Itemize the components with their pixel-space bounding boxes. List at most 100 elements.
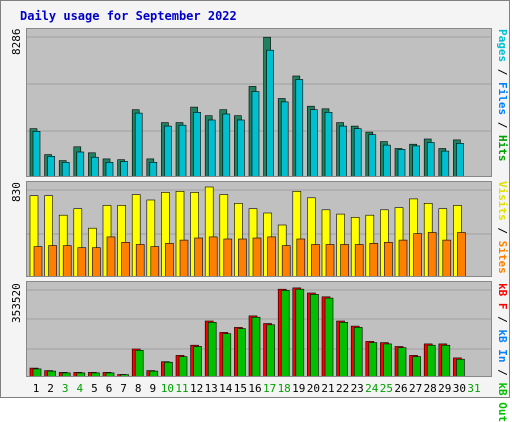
files-bar-23 bbox=[353, 128, 362, 176]
kbytes-legend-part-3: / bbox=[496, 362, 509, 383]
kb-out-bar-17 bbox=[266, 324, 275, 376]
files-bar-13 bbox=[207, 119, 216, 176]
sites-bar-9 bbox=[150, 246, 160, 276]
day-label-21: 21 bbox=[321, 382, 335, 395]
day-label-24: 24 bbox=[365, 382, 379, 395]
kb-out-bar-5 bbox=[91, 372, 100, 376]
hits-files-panel bbox=[26, 28, 492, 177]
visits-bar-19 bbox=[292, 191, 302, 276]
sites-bar-15 bbox=[238, 238, 247, 276]
day-label-30: 30 bbox=[452, 382, 467, 395]
day-label-7: 7 bbox=[120, 382, 127, 395]
kb-out-bar-19 bbox=[295, 288, 305, 376]
sites-bar-11 bbox=[179, 239, 189, 276]
kb-out-bar-30 bbox=[456, 358, 465, 376]
day-label-29: 29 bbox=[438, 382, 452, 395]
sites-bar-12 bbox=[194, 237, 203, 276]
files-bar-8 bbox=[134, 112, 143, 176]
day-label-13: 13 bbox=[204, 382, 218, 395]
visits-bar-12 bbox=[190, 192, 199, 276]
visits-legend-part-2: Sites bbox=[496, 240, 509, 274]
visits-bar-20 bbox=[307, 197, 316, 276]
kb-out-bar-20 bbox=[310, 294, 319, 376]
sites-bar-29 bbox=[442, 239, 452, 276]
visits-bar-4 bbox=[73, 208, 83, 276]
kb-out-bar-25 bbox=[383, 343, 392, 376]
day-label-27: 27 bbox=[408, 382, 423, 395]
kbytes-legend: kB F / kB In / kB Out bbox=[496, 283, 509, 422]
hits-files-legend: Pages / Files / Hits bbox=[496, 29, 509, 162]
sites-bar-5 bbox=[92, 247, 101, 276]
sites-bar-17 bbox=[267, 236, 276, 276]
visits-sites-panel bbox=[26, 181, 492, 277]
files-bar-1 bbox=[32, 131, 41, 176]
kb-out-bar-24 bbox=[368, 342, 378, 376]
visits-bar-1 bbox=[29, 195, 39, 276]
files-bar-20 bbox=[310, 109, 318, 176]
sites-bar-20 bbox=[311, 244, 320, 276]
kbytes-legend-part-2: kB In bbox=[496, 329, 509, 363]
visits-legend-part-1: / bbox=[496, 220, 509, 241]
hits-ymax-label: 8286 bbox=[10, 28, 23, 56]
sites-bar-1 bbox=[33, 246, 43, 276]
kb-out-bar-28 bbox=[426, 344, 436, 376]
sites-bar-27 bbox=[413, 233, 422, 276]
files-bar-15 bbox=[237, 119, 245, 176]
kb-out-bar-18 bbox=[280, 290, 290, 376]
hits-legend-part-4: Hits bbox=[496, 135, 509, 162]
files-bar-11 bbox=[178, 124, 187, 176]
kb-out-bar-1 bbox=[32, 368, 42, 376]
kbytes-panel bbox=[26, 281, 492, 377]
hits-legend-part-2: Files bbox=[496, 82, 509, 116]
files-bar-9 bbox=[149, 162, 158, 176]
kb-out-bar-4 bbox=[76, 372, 86, 376]
files-bar-28 bbox=[426, 142, 435, 176]
visits-sites-legend: Visits / Sites bbox=[496, 181, 509, 274]
files-bar-16 bbox=[251, 91, 260, 176]
kb-out-bar-8 bbox=[134, 350, 144, 376]
day-label-15: 15 bbox=[233, 382, 248, 395]
files-bar-5 bbox=[91, 156, 99, 176]
files-bar-30 bbox=[456, 143, 464, 176]
sites-bar-13 bbox=[208, 236, 218, 276]
sites-bar-8 bbox=[135, 244, 145, 276]
kb-out-bar-12 bbox=[193, 346, 202, 376]
day-label-2: 2 bbox=[47, 382, 54, 395]
files-bar-6 bbox=[105, 162, 114, 176]
files-bar-14 bbox=[222, 113, 231, 176]
visits-bar-7 bbox=[117, 205, 126, 276]
day-label-26: 26 bbox=[394, 382, 408, 395]
kb-out-bar-21 bbox=[324, 297, 334, 376]
files-bar-26 bbox=[397, 149, 406, 176]
day-label-22: 22 bbox=[335, 382, 350, 395]
sites-bar-7 bbox=[121, 241, 130, 276]
files-bar-4 bbox=[76, 151, 85, 176]
files-bar-21 bbox=[324, 112, 333, 176]
visits-legend-part-0: Visits bbox=[496, 181, 509, 221]
day-label-31: 31 bbox=[467, 382, 481, 395]
sites-bar-14 bbox=[223, 238, 233, 276]
files-bar-27 bbox=[412, 145, 420, 176]
files-bar-29 bbox=[441, 150, 450, 176]
visits-bar-11 bbox=[175, 191, 185, 276]
day-label-1: 1 bbox=[32, 382, 40, 395]
kb-out-bar-10 bbox=[164, 361, 173, 376]
visits-bar-9 bbox=[146, 199, 156, 276]
sites-bar-18 bbox=[281, 245, 291, 276]
sites-bar-23 bbox=[354, 244, 364, 276]
files-bar-19 bbox=[295, 79, 304, 176]
kb-out-bar-6 bbox=[105, 372, 115, 376]
visits-bar-21 bbox=[321, 209, 331, 276]
sites-bar-28 bbox=[427, 232, 437, 276]
kb-out-bar-13 bbox=[207, 321, 217, 376]
sites-bar-21 bbox=[325, 244, 335, 276]
sites-bar-10 bbox=[165, 243, 174, 276]
day-label-19: 19 bbox=[292, 382, 306, 395]
hits-legend-part-3: / bbox=[496, 115, 509, 135]
hits-legend-part-0: Pages bbox=[496, 29, 509, 63]
sites-bar-22 bbox=[340, 244, 349, 276]
day-label-3: 3 bbox=[61, 382, 69, 395]
kb-out-bar-11 bbox=[178, 356, 188, 376]
sites-bar-25 bbox=[384, 241, 393, 276]
